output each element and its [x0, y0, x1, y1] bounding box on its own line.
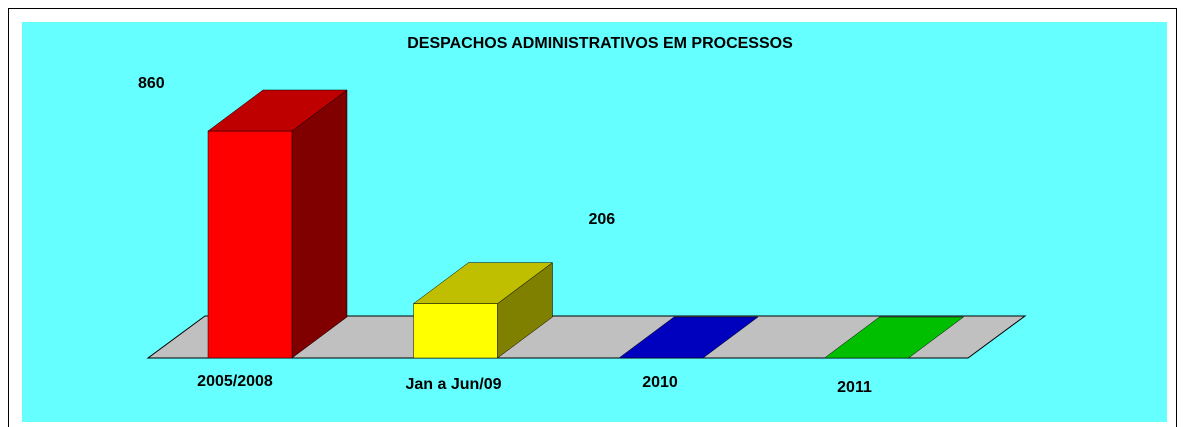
x-tick-label: 2005/2008 — [197, 373, 273, 390]
chart-title: DESPACHOS ADMINISTRATIVOS EM PROCESSOS — [407, 35, 793, 52]
bar-top — [412, 262, 554, 304]
data-label: 860 — [138, 75, 165, 92]
bar-top — [207, 89, 348, 132]
data-label: 206 — [589, 211, 616, 228]
bar-top — [618, 316, 759, 359]
bar-side — [291, 89, 348, 359]
x-tick-label: 2011 — [837, 379, 872, 396]
bar-front — [413, 303, 498, 359]
bar-front — [207, 130, 293, 359]
bar-top — [823, 316, 965, 359]
x-tick-label: 2010 — [642, 374, 678, 391]
x-tick-label: Jan a Jun/09 — [405, 376, 501, 393]
